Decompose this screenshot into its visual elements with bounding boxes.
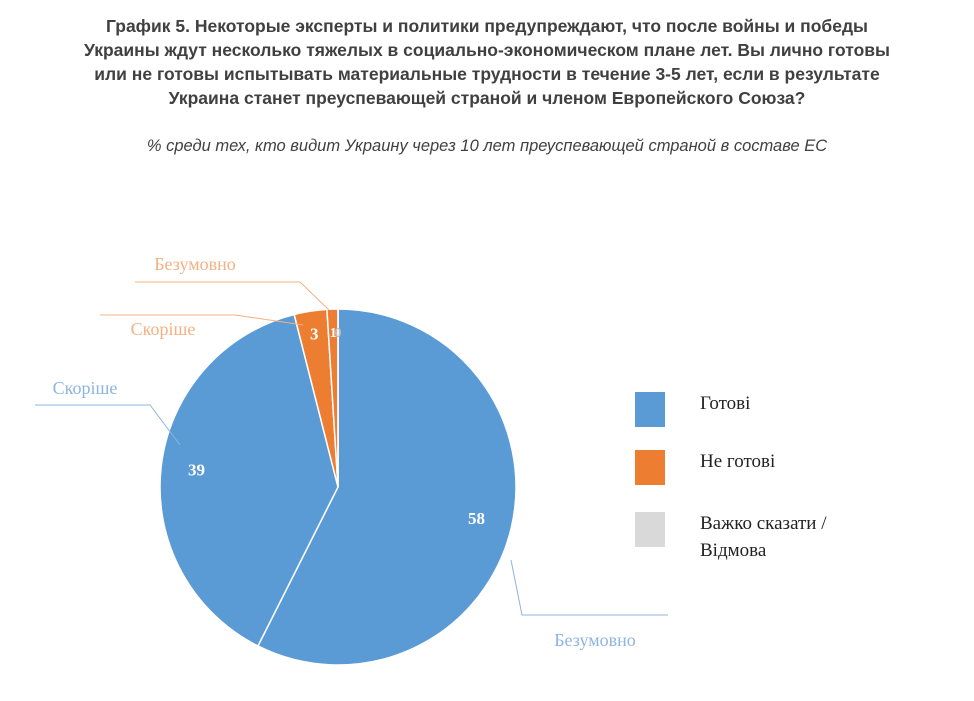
pie-slice xyxy=(256,308,517,666)
legend-swatch xyxy=(635,512,665,547)
legend-label: Не готові xyxy=(700,451,776,472)
legend-label: Важко сказати / Відмова xyxy=(700,513,827,561)
legend-swatch xyxy=(635,392,665,427)
leader-line xyxy=(100,314,304,326)
value-label: 0 xyxy=(335,326,342,341)
category-label: Безумовно xyxy=(554,630,636,650)
value-label: 39 xyxy=(188,460,205,479)
leader-line xyxy=(510,559,668,616)
value-label: 58 xyxy=(468,509,485,528)
legend-swatch xyxy=(635,450,665,485)
value-label: 1 xyxy=(330,326,337,341)
chart-subtitle: % среди тех, кто видит Украину через 10 … xyxy=(146,137,828,155)
category-label: Безумовно xyxy=(154,254,236,274)
pie-slice xyxy=(159,313,339,647)
leader-line xyxy=(135,281,330,311)
category-label: Скоріше xyxy=(131,319,196,339)
title-line: или не готовы испытывать материальные тр… xyxy=(94,64,880,84)
category-label: Скоріше xyxy=(53,378,118,398)
value-label: 3 xyxy=(310,325,319,344)
chart-title: График 5. Некоторые эксперты и политики … xyxy=(20,14,954,110)
title-line: Украины ждут несколько тяжелых в социаль… xyxy=(84,40,890,60)
legend-label: Готові xyxy=(700,393,751,414)
title-line: Украина станет преуспевающей страной и ч… xyxy=(168,88,806,108)
title-line: График 5. Некоторые эксперты и политики … xyxy=(106,16,868,36)
leader-line xyxy=(35,404,181,446)
